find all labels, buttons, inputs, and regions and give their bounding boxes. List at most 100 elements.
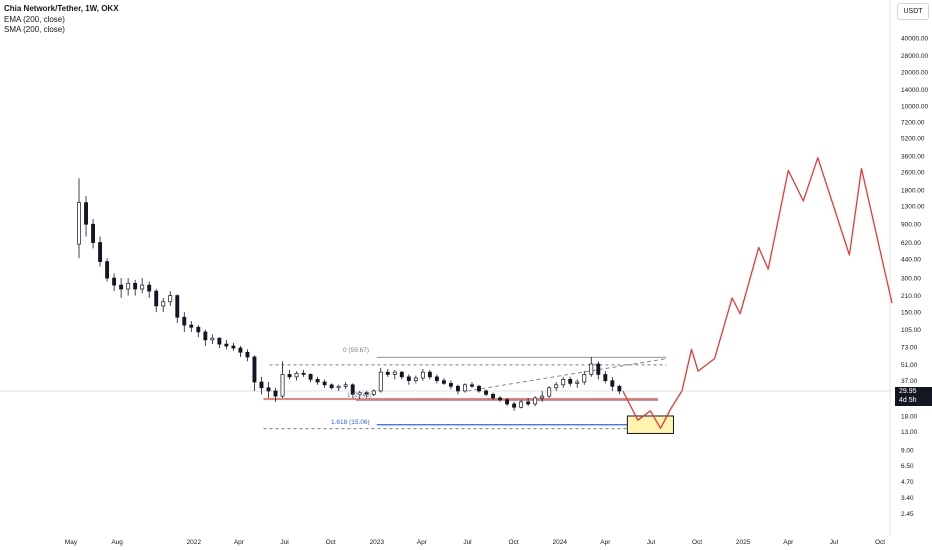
candle-body-up — [357, 392, 362, 395]
time-tick-label: Apr — [600, 539, 611, 546]
price-tick-label: 3.40 — [901, 495, 914, 502]
candle-body-down — [596, 363, 601, 375]
time-tick-label: Oct — [875, 539, 885, 546]
candle — [399, 371, 404, 380]
candle — [203, 329, 208, 347]
candle-body-down — [350, 384, 355, 395]
candle — [217, 337, 222, 349]
candle-body-down — [105, 261, 110, 279]
projection-path — [622, 157, 893, 429]
candle-body-down — [259, 381, 264, 389]
candle-body-down — [231, 345, 236, 349]
price-tick-label: 2.45 — [901, 511, 914, 518]
candle — [98, 236, 103, 267]
candle-body-down — [498, 397, 503, 401]
price-tick-label: 3600.00 — [901, 154, 925, 161]
candle-body-down — [399, 371, 404, 378]
candle — [378, 367, 383, 393]
candle — [224, 339, 229, 350]
candle — [280, 361, 285, 398]
candle-body-up — [589, 363, 594, 375]
candle-body-up — [161, 301, 166, 307]
candle — [456, 384, 460, 395]
candle-body-down — [329, 384, 334, 389]
candle — [477, 384, 481, 393]
candle-body-down — [301, 372, 306, 375]
candle-body-down — [484, 390, 488, 395]
candle — [448, 380, 453, 390]
chart-legend: Chia Network/Tether, 1W, OKX EMA (200, c… — [4, 4, 119, 36]
candle-body-down — [175, 295, 180, 318]
candle-body-down — [189, 324, 194, 328]
candle — [371, 389, 376, 397]
currency-unit-button[interactable]: USDT — [897, 3, 929, 20]
candle — [161, 297, 166, 313]
candle — [427, 369, 432, 380]
candle — [140, 278, 145, 294]
candle-body-down — [526, 401, 531, 405]
time-tick-label: Apr — [234, 539, 245, 546]
candle-body-up — [140, 284, 145, 290]
candle — [126, 278, 131, 296]
price-tick-label: 20000.00 — [901, 70, 928, 77]
ema-indicator-label[interactable]: EMA (200, close) — [4, 14, 65, 24]
price-tick-label: 9.00 — [901, 447, 914, 454]
candle — [434, 374, 439, 384]
candle-layer — [77, 178, 622, 411]
price-tick-label: 37.00 — [901, 378, 918, 385]
candle — [147, 281, 152, 298]
candle-body-down — [245, 351, 250, 358]
candle-body-up — [371, 390, 376, 395]
current-price-value: 29.95 — [899, 388, 917, 395]
price-tick-label: 40000.00 — [901, 36, 928, 43]
price-tick-label: 900.00 — [901, 222, 921, 229]
candle — [392, 369, 397, 380]
price-tick-label: 14000.00 — [901, 87, 928, 94]
candle — [470, 382, 474, 388]
candle — [182, 312, 187, 332]
candle-body-down — [477, 385, 481, 392]
candle-body-down — [315, 379, 320, 383]
candle — [575, 379, 580, 388]
sma-indicator-label[interactable]: SMA (200, close) — [4, 25, 65, 34]
time-tick-label: May — [65, 539, 78, 546]
candle-body-down — [308, 374, 313, 380]
price-tick-label: 13.00 — [901, 429, 918, 436]
price-tick-label: 73.00 — [901, 345, 918, 352]
fib-ext-label: 1.618 (15.06) — [331, 419, 370, 426]
symbol-title[interactable]: Chia Network/Tether, 1W, OKX — [4, 4, 119, 13]
price-tick-label: 4.70 — [901, 479, 914, 486]
candle-body-down — [385, 371, 390, 375]
candle-body-down — [84, 202, 88, 225]
time-tick-label: Oct — [509, 539, 519, 546]
candle-body-down — [491, 393, 495, 399]
candle — [364, 390, 369, 398]
target-zone-box — [626, 415, 674, 434]
candle-body-down — [470, 384, 474, 387]
candle — [491, 392, 495, 400]
level-layer — [263, 356, 674, 434]
candle-body-up — [554, 384, 559, 389]
price-tick-label: 210.00 — [901, 293, 921, 300]
candle — [617, 384, 622, 395]
candle-body-down — [505, 399, 510, 405]
candle — [252, 355, 257, 391]
candle — [441, 378, 446, 385]
candle-body-down — [273, 390, 278, 397]
price-tick-label: 1300.00 — [901, 204, 925, 211]
price-tick-label: 620.00 — [901, 240, 921, 247]
candle-body-down — [224, 343, 229, 347]
candle-body-down — [203, 331, 208, 341]
candle-body-up — [519, 401, 524, 408]
candle-body-up — [343, 384, 348, 387]
candle-body-up — [210, 337, 215, 341]
time-tick-label: Jul — [830, 539, 839, 546]
candle — [315, 376, 320, 385]
candle-body-down — [252, 356, 257, 383]
candle — [196, 325, 201, 338]
candle-body-up — [126, 282, 131, 290]
price-tick-label: 2600.00 — [901, 170, 925, 177]
candle-body-up — [336, 385, 341, 389]
